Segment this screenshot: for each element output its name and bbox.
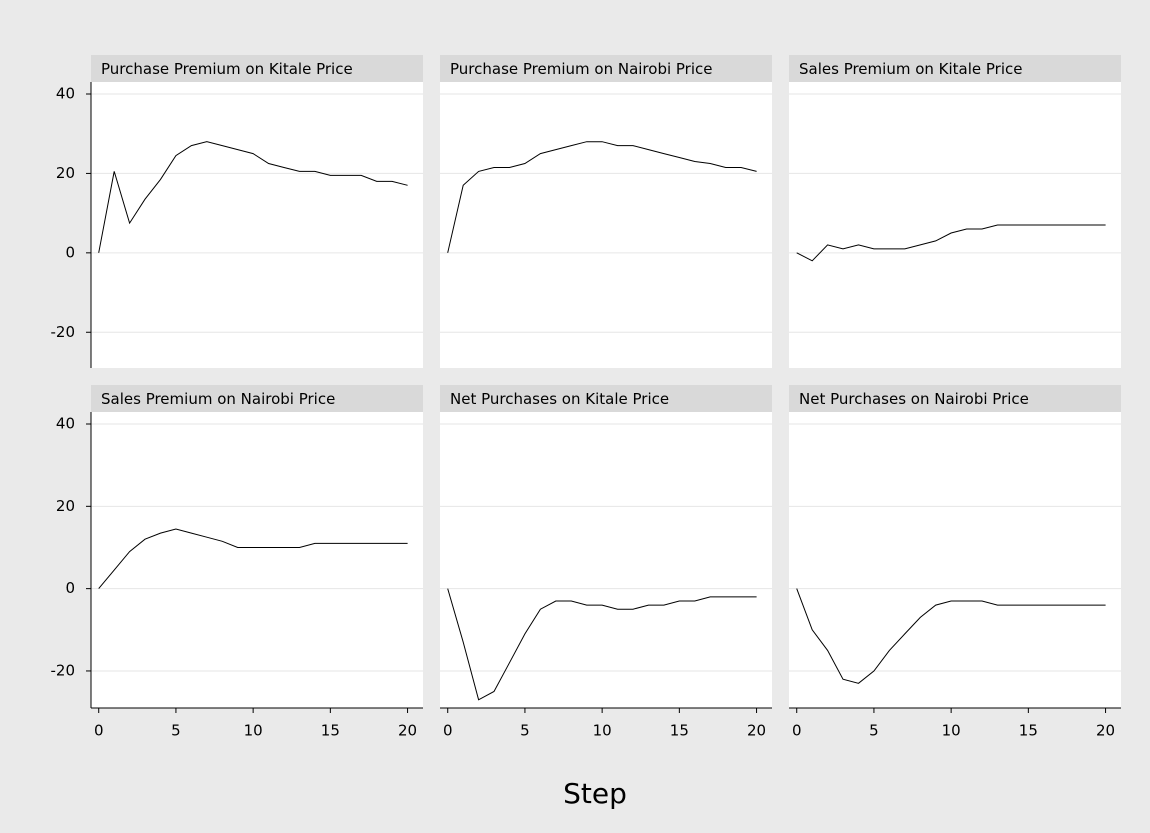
x-tick-label: 5 [171, 722, 181, 740]
plot-area [440, 82, 772, 368]
x-tick-label: 5 [869, 722, 879, 740]
x-tick-label: 0 [94, 722, 104, 740]
plot-area [91, 82, 423, 368]
panel-title: Sales Premium on Kitale Price [799, 60, 1023, 78]
panel-title: Net Purchases on Nairobi Price [799, 390, 1029, 408]
x-tick-label: 15 [1019, 722, 1038, 740]
plot-area [440, 412, 772, 708]
x-tick-label: 20 [747, 722, 766, 740]
line [796, 224, 1106, 262]
panel-title-bar [789, 385, 1121, 412]
x-tick-label: 15 [321, 722, 340, 740]
panel-title: Sales Premium on Nairobi Price [101, 390, 335, 408]
x-tick-label: 10 [593, 722, 612, 740]
panel-title: Purchase Premium on Nairobi Price [450, 60, 713, 78]
plot-area [789, 412, 1121, 708]
x-axis-label: Step [563, 777, 627, 810]
line [447, 588, 757, 701]
y-tick-label: -20 [51, 323, 76, 341]
panel-title: Net Purchases on Kitale Price [450, 390, 669, 408]
x-tick-label: 15 [670, 722, 689, 740]
y-tick-label: 40 [56, 415, 75, 433]
x-tick-label: 20 [398, 722, 417, 740]
y-tick-label: 0 [65, 243, 75, 261]
panel-title: Purchase Premium on Kitale Price [101, 60, 353, 78]
y-tick-label: -20 [51, 661, 76, 679]
panel-title-bar [91, 385, 423, 412]
y-tick-label: 0 [65, 579, 75, 597]
y-tick-label: 20 [56, 164, 75, 182]
y-tick-label: 40 [56, 85, 75, 103]
panel-title-bar [91, 55, 423, 82]
line [98, 528, 408, 589]
x-tick-label: 20 [1096, 722, 1115, 740]
x-tick-label: 10 [942, 722, 961, 740]
line [98, 141, 408, 253]
plot-area [91, 412, 423, 708]
x-tick-label: 0 [792, 722, 802, 740]
x-tick-label: 5 [520, 722, 530, 740]
line [447, 141, 757, 253]
line [796, 588, 1106, 684]
x-tick-label: 10 [244, 722, 263, 740]
panel-title-bar [789, 55, 1121, 82]
x-tick-label: 0 [443, 722, 453, 740]
y-tick-label: 20 [56, 497, 75, 515]
panel-title-bar [440, 385, 772, 412]
panel-title-bar [440, 55, 772, 82]
